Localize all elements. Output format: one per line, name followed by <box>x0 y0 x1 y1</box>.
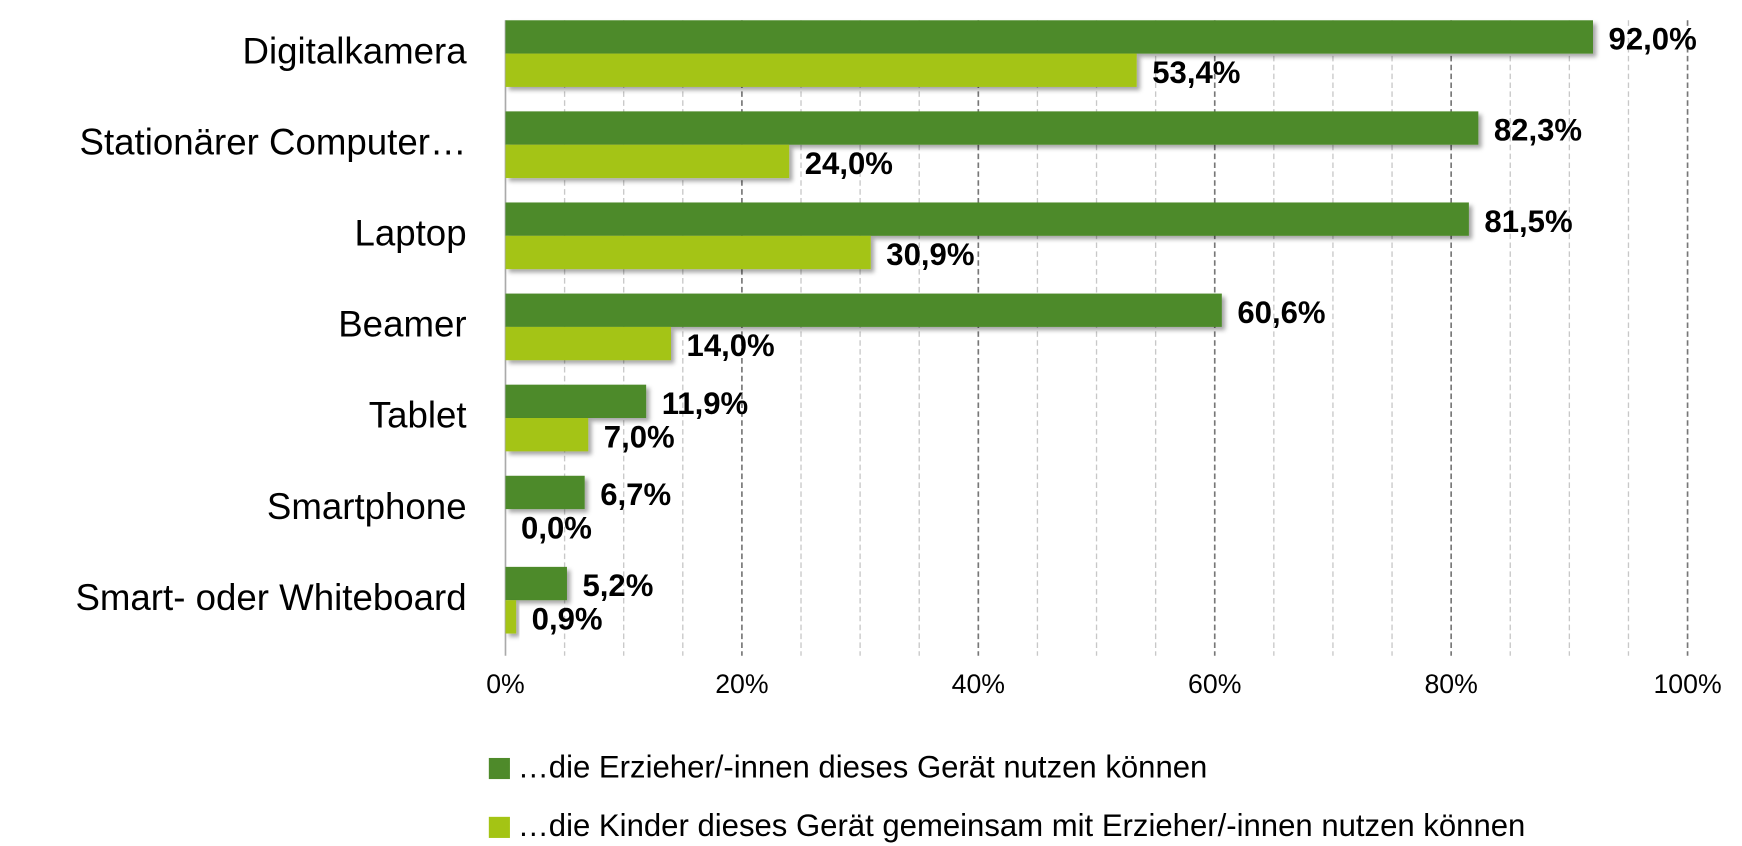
x-tick-label: 80% <box>1424 669 1477 699</box>
value-label: 81,5% <box>1484 204 1572 239</box>
category-label: Digitalkamera <box>243 30 468 71</box>
bar <box>505 384 647 419</box>
legend-label: …die Kinder dieses Gerät gemeinsam mit E… <box>518 808 1526 843</box>
value-label: 82,3% <box>1494 113 1582 148</box>
bar <box>505 475 585 510</box>
x-tick-label: 20% <box>715 669 768 699</box>
category-label: Smartphone <box>267 486 467 527</box>
value-label: 60,6% <box>1237 295 1325 330</box>
value-label: 24,0% <box>805 146 893 181</box>
value-label: 5,2% <box>583 568 654 603</box>
value-label: 30,9% <box>886 237 974 272</box>
category-label: Tablet <box>369 395 467 436</box>
bar <box>505 326 671 361</box>
bar <box>505 202 1469 236</box>
category-label: Smart- oder Whiteboard <box>75 577 466 618</box>
bar <box>505 144 790 179</box>
legend-label: …die Erzieher/-innen dieses Gerät nutzen… <box>518 749 1208 784</box>
bar <box>505 293 1222 327</box>
x-tick-label: 0% <box>486 669 525 699</box>
x-tick-label: 100% <box>1653 669 1721 699</box>
bar <box>505 418 589 452</box>
bar <box>505 566 567 601</box>
x-tick-label: 60% <box>1188 669 1241 699</box>
value-label: 14,0% <box>687 328 775 363</box>
legend-swatch <box>488 816 510 838</box>
value-label: 6,7% <box>600 477 671 512</box>
category-label: Laptop <box>354 212 466 253</box>
value-label: 92,0% <box>1609 22 1697 57</box>
bar <box>505 20 1593 54</box>
value-label: 0,9% <box>532 602 603 637</box>
bar <box>505 600 517 634</box>
bar <box>505 111 1479 145</box>
value-label: 11,9% <box>662 386 748 421</box>
legend-swatch <box>488 757 510 780</box>
x-tick-label: 40% <box>952 669 1005 699</box>
bar <box>505 53 1137 87</box>
category-label: Beamer <box>338 304 466 345</box>
value-label: 53,4% <box>1152 55 1240 90</box>
category-label: Stationärer Computer… <box>80 121 467 162</box>
value-label: 0,0% <box>521 510 592 545</box>
value-label: 7,0% <box>604 419 675 454</box>
bar <box>505 235 871 270</box>
